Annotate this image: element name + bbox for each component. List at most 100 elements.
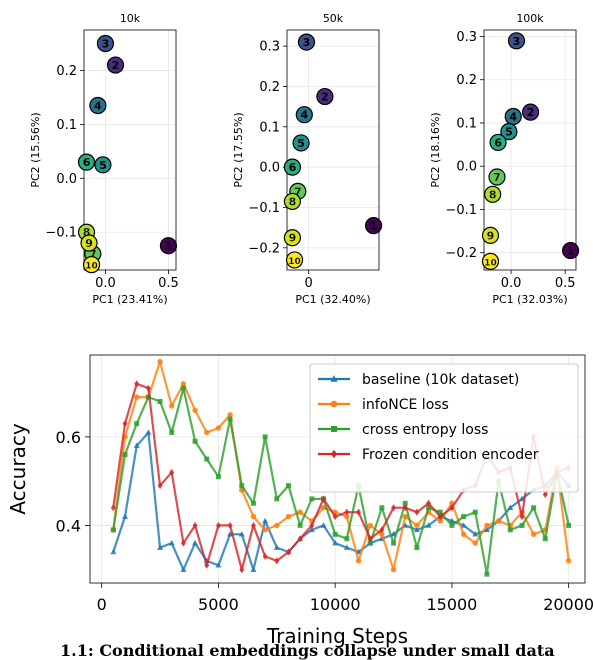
x-tick-label: 0.0 [501, 276, 522, 291]
point-label: 1 [567, 245, 575, 258]
series-point [122, 420, 128, 428]
legend-entry: Frozen condition encoder [318, 447, 539, 463]
point-3: 3 [507, 32, 526, 50]
x-tick-label: 0.5 [555, 276, 576, 291]
point-3: 3 [96, 34, 115, 53]
series-point [460, 522, 467, 528]
series-point [285, 483, 291, 489]
series-point [507, 527, 513, 533]
series-point [273, 544, 280, 550]
series-point [331, 426, 337, 432]
series-point [309, 521, 315, 529]
series-point [414, 508, 420, 516]
series-point [320, 522, 327, 528]
point-9: 9 [481, 226, 500, 245]
series-point [204, 561, 210, 569]
series-point [343, 544, 350, 550]
series-point [215, 425, 222, 431]
series-point [192, 407, 198, 414]
point-9: 9 [80, 234, 98, 252]
point-label: 6 [83, 156, 91, 169]
series-point [426, 499, 432, 507]
point-marker [94, 156, 112, 174]
series-point [344, 513, 350, 520]
series-point [215, 474, 221, 480]
point-marker [481, 252, 500, 270]
legend: baseline (10k dataset) infoNCE loss cross … [309, 363, 579, 493]
series-point [250, 513, 257, 520]
point-label: 3 [513, 35, 521, 48]
series-point [507, 504, 514, 510]
series-point [565, 558, 572, 564]
point-marker [489, 133, 507, 152]
point-label: 7 [493, 171, 501, 184]
series-point [426, 505, 432, 511]
point-marker [561, 241, 580, 260]
series-point [332, 513, 338, 521]
series-point [157, 544, 164, 550]
series-point [519, 522, 525, 528]
point-8: 8 [484, 185, 502, 203]
point-marker [364, 217, 383, 235]
point-label: 4 [300, 109, 308, 122]
series-point [203, 429, 210, 436]
point-marker [297, 33, 316, 51]
series-point [285, 548, 291, 556]
x-tick-label: 0 [97, 595, 107, 614]
point-marker [500, 123, 518, 141]
point-label: 5 [297, 137, 305, 150]
series-point [379, 505, 385, 511]
y-tick-label: −0.1 [45, 226, 77, 241]
series-point [180, 566, 187, 572]
panel-title: 50k [323, 12, 344, 25]
series-point [355, 558, 362, 564]
series-point [448, 517, 455, 524]
y-tick-label: 0.1 [456, 116, 477, 131]
series-point [413, 526, 420, 533]
point-marker [283, 192, 302, 211]
point-label: 8 [83, 226, 91, 239]
pca-panel-100k: 0.0 0.5 −0.2 −0.1 0.0 0.1 0.2 0.3 100k PC1 (32.03… [429, 12, 580, 306]
series-point [274, 557, 280, 565]
point-label: 9 [85, 237, 93, 250]
point-4: 4 [295, 106, 313, 124]
series-point [227, 416, 233, 422]
legend-entry: infoNCE loss [318, 397, 449, 413]
x-axis-label: PC1 (32.40%) [295, 293, 370, 306]
y-tick-label: 0.6 [56, 428, 81, 447]
series-point [110, 548, 117, 555]
series-point [239, 566, 245, 574]
point-marker [89, 96, 107, 115]
point-1: 1 [561, 241, 580, 260]
point-label: 4 [509, 110, 517, 123]
y-axis-label: PC2 (18.16%) [429, 112, 442, 187]
series-point [320, 495, 326, 503]
series-point [168, 539, 175, 546]
y-tick-label: 0.2 [56, 64, 77, 79]
series-point [390, 566, 397, 573]
point-label: 10 [288, 257, 301, 267]
plot-frame [89, 354, 586, 584]
series-point [460, 531, 467, 538]
legend-label: infoNCE loss [362, 397, 449, 413]
series-point [285, 513, 292, 520]
point-label: 10 [85, 262, 98, 272]
series-point [169, 429, 175, 435]
point-label: 8 [489, 188, 497, 201]
series-point [204, 456, 210, 462]
point-8: 8 [283, 192, 302, 211]
point-5: 5 [500, 123, 518, 141]
series-point [472, 540, 479, 546]
series-point [437, 509, 443, 515]
series-point [215, 562, 222, 568]
point-label: 2 [527, 106, 535, 119]
y-tick-label: 0.0 [56, 172, 77, 187]
series-point [495, 518, 502, 524]
series-point [330, 375, 338, 382]
point-1: 1 [364, 217, 383, 235]
series-point [180, 385, 186, 391]
x-tick-label: 15000 [426, 595, 477, 614]
series-point [367, 535, 373, 543]
series-point [227, 521, 233, 529]
